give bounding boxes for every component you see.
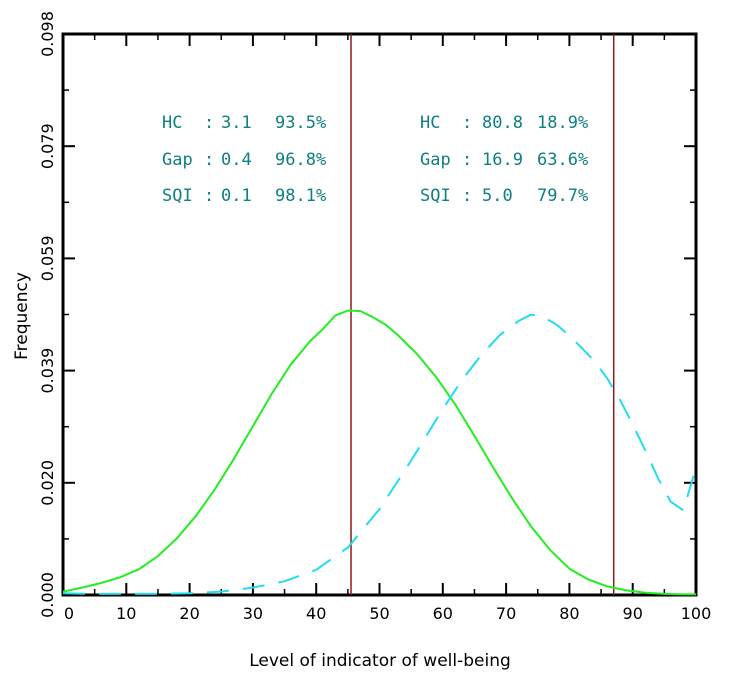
annotation-right-pct: 63.6% (537, 150, 588, 170)
annotation-right-sep: : (462, 113, 472, 133)
annotation-left-pct: 93.5% (275, 113, 326, 133)
vertical-lines (350, 34, 615, 595)
x-tick-label: 80 (559, 604, 579, 623)
x-tick-label: 40 (306, 604, 326, 623)
x-axis-label: Level of indicator of well-being (249, 651, 511, 671)
y-tick-label: 0.079 (38, 123, 57, 169)
annotation-left-label: Gap (162, 150, 193, 170)
plot-area (61, 32, 698, 597)
annotation-right-pct: 18.9% (537, 113, 588, 133)
annotation-right-value: 80.8 (482, 113, 523, 133)
annotation-right-pct: 79.7% (537, 186, 588, 206)
x-tick-label: 30 (243, 604, 263, 623)
series-line-solid (62, 309, 696, 596)
annotation-left-sep: : (204, 113, 214, 133)
annotation-right-value: 16.9 (482, 150, 523, 170)
x-tick-label: 20 (179, 604, 199, 623)
plot-frame (61, 32, 698, 597)
y-axis: 0.000 0.020 0.039 0.059 0.079 0.098 (38, 11, 57, 618)
series-layer (62, 309, 697, 596)
x-tick-label: 100 (681, 604, 712, 623)
annotation-right-label: SQI (420, 186, 451, 206)
x-tick-label: 70 (496, 604, 516, 623)
annotation-left-label: HC (162, 113, 182, 133)
annotation-left-pct: 98.1% (275, 186, 326, 206)
y-tick-label: 0.020 (38, 460, 57, 506)
y-tick-label: 0.059 (38, 235, 57, 281)
y-tick-label: 0.098 (38, 11, 57, 57)
annotation-right-label: HC (420, 113, 440, 133)
annotation-left-sep: : (204, 150, 214, 170)
x-tick-label: 50 (369, 604, 389, 623)
series-line-dashed (62, 313, 697, 595)
x-tick-label: 60 (433, 604, 453, 623)
x-tick-label: 0 (64, 604, 74, 623)
y-tick-label: 0.000 (38, 572, 57, 618)
annotation-right-sep: : (462, 150, 472, 170)
x-tick-label: 10 (116, 604, 136, 623)
y-axis-label: Frequency (12, 272, 32, 360)
annotation-left-value: 3.1 (221, 113, 252, 133)
annotation-left-pct: 96.8% (275, 150, 326, 170)
annotation-left-sep: : (204, 186, 214, 206)
annotations: HC:3.1 93.5%Gap:0.4 96.8%SQI:0.1 98.1%HC:80… (162, 113, 588, 206)
annotation-right-value: 5.0 (482, 186, 513, 206)
annotation-right-sep: : (462, 186, 472, 206)
x-tick-label: 90 (623, 604, 643, 623)
annotation-left-label: SQI (162, 186, 193, 206)
annotation-left-value: 0.4 (221, 150, 252, 170)
y-tick-label: 0.039 (38, 348, 57, 394)
annotation-left-value: 0.1 (221, 186, 252, 206)
annotation-right-label: Gap (420, 150, 451, 170)
x-axis: 0 10 20 30 40 50 60 70 80 90 100 (64, 604, 711, 623)
